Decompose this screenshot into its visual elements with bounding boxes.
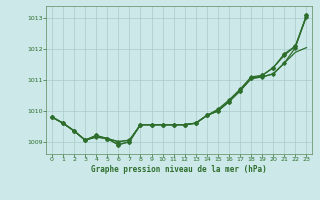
X-axis label: Graphe pression niveau de la mer (hPa): Graphe pression niveau de la mer (hPa): [91, 165, 267, 174]
